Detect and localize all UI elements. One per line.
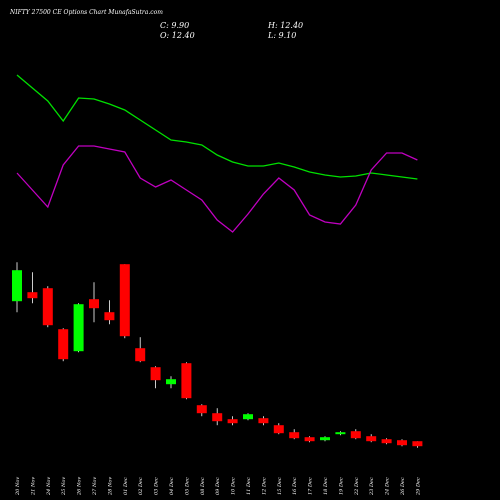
candle-body bbox=[181, 363, 192, 399]
candle-body bbox=[350, 431, 361, 439]
x-tick-label: 26 Dec bbox=[400, 477, 406, 496]
x-tick-label: 20 Nov bbox=[15, 477, 21, 496]
x-tick-label: 29 Dec bbox=[415, 477, 421, 496]
candle-body bbox=[27, 292, 38, 299]
x-tick-label: 28 Nov bbox=[107, 477, 113, 496]
chart-title: NIFTY 27500 CE Options Chart MunafaSutra… bbox=[9, 9, 163, 16]
candle-body bbox=[227, 419, 238, 424]
candle-body bbox=[12, 270, 22, 302]
ohlc-close: C: 9.90 bbox=[160, 21, 189, 30]
x-tick-label: 04 Dec bbox=[169, 477, 175, 495]
x-tick-label: 24 Dec bbox=[385, 477, 391, 496]
x-tick-label: 25 Nov bbox=[61, 477, 67, 496]
indicator-line bbox=[16, 74, 418, 180]
x-tick-label: 02 Dec bbox=[138, 477, 144, 495]
x-tick-label: 24 Nov bbox=[46, 477, 52, 496]
x-tick-label: 11 Dec bbox=[246, 477, 252, 495]
candle-body bbox=[89, 299, 99, 309]
candle-body bbox=[58, 329, 69, 360]
candle-body bbox=[273, 425, 284, 434]
x-tick-label: 16 Dec bbox=[292, 477, 298, 495]
candle-body bbox=[135, 348, 146, 362]
candle-body bbox=[150, 367, 161, 381]
x-tick-label: 18 Dec bbox=[323, 477, 329, 495]
x-tick-label: 08 Dec bbox=[200, 477, 206, 495]
x-tick-label: 05 Dec bbox=[184, 477, 190, 495]
candle-body bbox=[42, 288, 53, 326]
candle-body bbox=[366, 436, 377, 442]
candle-body bbox=[243, 414, 253, 420]
x-tick-label: 03 Dec bbox=[154, 477, 160, 495]
candle-body bbox=[397, 440, 407, 446]
candle-body bbox=[289, 432, 300, 439]
x-tick-label: 10 Dec bbox=[231, 477, 237, 495]
x-tick-label: 27 Nov bbox=[92, 477, 98, 496]
x-tick-label: 01 Dec bbox=[123, 477, 129, 495]
x-tick-label: 19 Dec bbox=[338, 477, 344, 495]
candle-body bbox=[335, 432, 346, 435]
candle-body bbox=[73, 304, 84, 352]
x-tick-label: 26 Nov bbox=[77, 477, 83, 496]
candle-body bbox=[104, 312, 115, 321]
candle-body bbox=[412, 441, 423, 447]
ohlc-open: O: 12.40 bbox=[160, 31, 195, 40]
x-tick-label: 12 Dec bbox=[261, 477, 267, 495]
x-tick-label: 09 Dec bbox=[215, 477, 221, 495]
x-tick-label: 15 Dec bbox=[277, 477, 283, 495]
candle-body bbox=[119, 264, 130, 337]
candle-body bbox=[304, 437, 315, 442]
x-tick-label: 17 Dec bbox=[308, 477, 314, 495]
ohlc-high: H: 12.40 bbox=[267, 21, 303, 30]
ohlc-low: L: 9.10 bbox=[267, 31, 296, 40]
x-tick-label: 22 Dec bbox=[354, 477, 360, 496]
x-tick-label: 21 Nov bbox=[30, 477, 36, 496]
indicator-line bbox=[16, 145, 418, 233]
candle-body bbox=[381, 439, 392, 444]
candle-body bbox=[166, 379, 176, 385]
candle-body bbox=[196, 405, 207, 414]
x-tick-label: 23 Dec bbox=[369, 477, 375, 496]
candle-body bbox=[320, 437, 330, 441]
candle-body bbox=[258, 418, 269, 424]
candle-body bbox=[212, 413, 223, 422]
